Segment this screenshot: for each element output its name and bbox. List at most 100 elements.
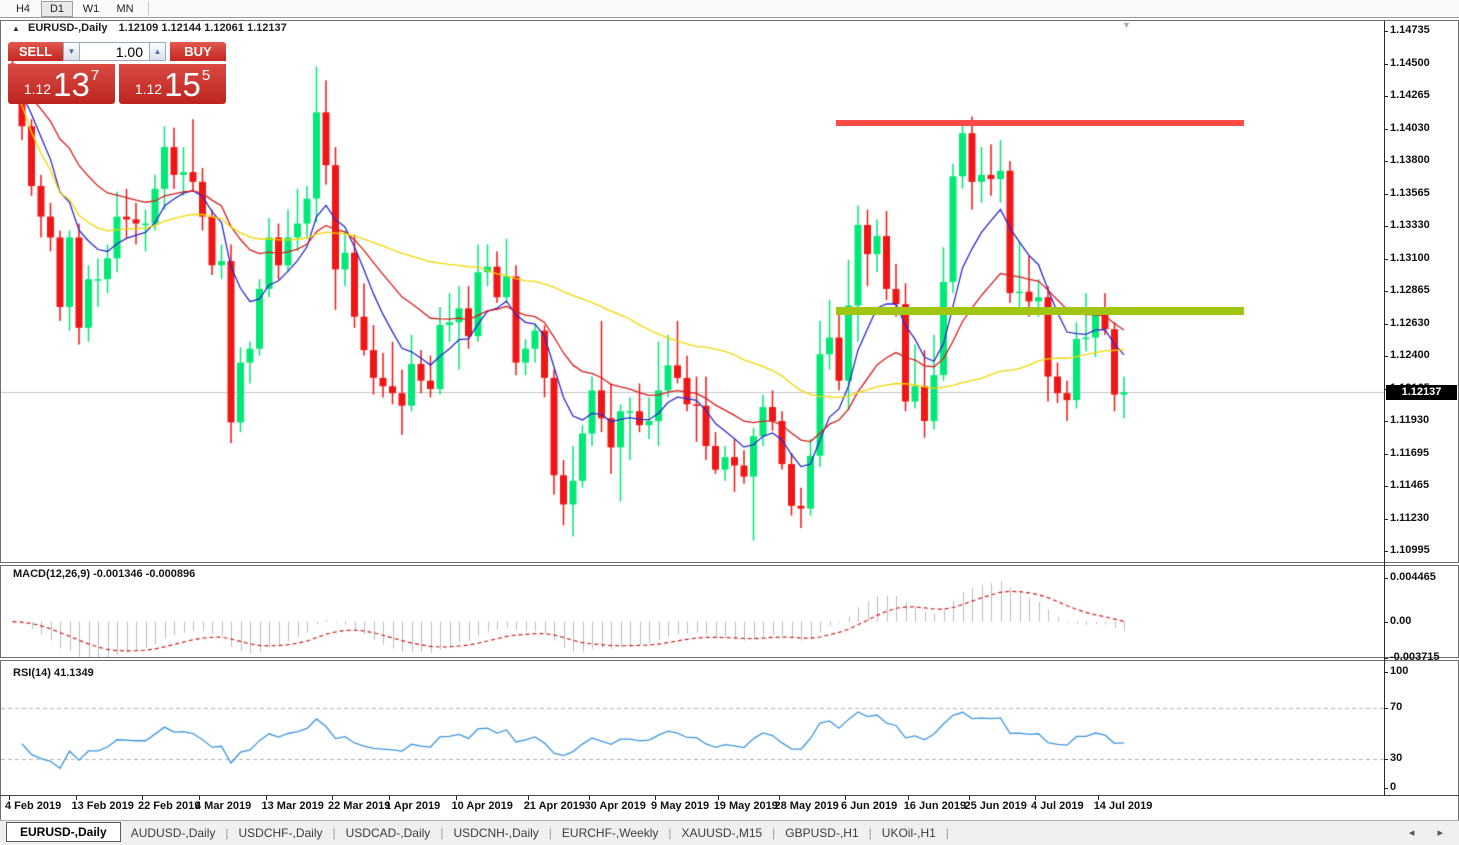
chart-tab-usdcnh-daily[interactable]: USDCNH-,Daily — [453, 826, 539, 840]
chart-tab-usdcad-daily[interactable]: USDCAD-,Daily — [345, 826, 431, 840]
rsi-axis-tick — [1384, 759, 1388, 760]
date-axis-tick — [142, 796, 143, 800]
macd-axis-tick — [1384, 621, 1388, 623]
chart-ohlc-values: 1.12109 1.12144 1.12061 1.12137 — [118, 22, 287, 34]
date-axis-tick — [527, 796, 529, 800]
volume-increase-button[interactable]: ▲ — [149, 42, 166, 61]
timeframe-toolbar: H4 D1 W1 MN — [0, 0, 1459, 18]
date-axis-label: 22 Mar 2019 — [328, 800, 391, 812]
date-axis-tick — [588, 796, 590, 800]
price-axis-tick — [1384, 128, 1388, 130]
tab-divider: | — [440, 826, 444, 840]
price-axis-border — [1384, 21, 1385, 795]
date-axis-tick — [907, 796, 909, 800]
chart-shift-marker-icon[interactable]: ▼ — [1122, 20, 1131, 30]
resistance-line[interactable] — [835, 120, 1244, 127]
tab-scroll-right-icon[interactable]: ▸ — [1437, 827, 1453, 839]
buy-price-box[interactable]: 1.12 15 5 — [119, 64, 226, 104]
date-axis-label: 1 Apr 2019 — [385, 800, 441, 812]
price-axis-tick — [1384, 291, 1388, 292]
timeframe-button-w1[interactable]: W1 — [82, 2, 100, 15]
chart-tab-xauusd-m15[interactable]: XAUUSD-,M15 — [681, 826, 763, 840]
toolbar-separator — [148, 2, 149, 15]
timeframe-button-mn[interactable]: MN — [116, 2, 134, 15]
chart-tab-usdchf-daily[interactable]: USDCHF-,Daily — [238, 826, 323, 840]
macd-axis-label: 0.004465 — [1390, 571, 1436, 583]
timeframe-button-d1[interactable]: D1 — [41, 0, 73, 17]
date-axis-tick — [265, 796, 267, 800]
price-axis-label: 1.13330 — [1390, 219, 1430, 231]
tab-divider: | — [668, 826, 672, 840]
macd-axis-tick — [1384, 578, 1388, 579]
price-axis-tick — [1384, 193, 1388, 195]
price-axis-label: 1.11230 — [1390, 511, 1430, 524]
macd-panel-separator[interactable] — [0, 562, 1459, 566]
sell-button[interactable]: SELL — [8, 42, 63, 61]
buy-price-big: 15 — [164, 66, 201, 103]
date-axis-label: 13 Mar 2019 — [261, 800, 324, 812]
date-axis-tick — [845, 796, 846, 800]
chart-window-left-border — [0, 20, 1, 820]
rsi-panel-separator[interactable] — [0, 657, 1459, 661]
chart-tab-audusd-daily[interactable]: AUDUSD-,Daily — [130, 826, 216, 840]
price-axis-tick — [1384, 96, 1388, 97]
timeframe-button-h4[interactable]: H4 — [15, 2, 31, 15]
price-axis-tick — [1384, 226, 1388, 227]
date-axis-label: 22 Feb 2019 — [138, 800, 201, 812]
price-axis-tick — [1384, 486, 1388, 487]
date-axis-tick — [75, 796, 77, 800]
date-axis-label: 4 Mar 2019 — [195, 800, 252, 812]
tab-scroll-left-icon[interactable]: ◂ — [1408, 827, 1425, 839]
price-axis-label: 1.11465 — [1390, 479, 1430, 491]
sell-price-big: 13 — [53, 66, 90, 103]
chart-tab-bar: EURUSD-,Daily AUDUSD-,Daily | USDCHF-,Daily… — [0, 820, 1459, 845]
chart-symbol-label: EURUSD-,Daily — [27, 22, 108, 34]
price-axis-tick — [1384, 421, 1388, 422]
price-axis-tick — [1384, 31, 1388, 32]
spin-down-icon: ▼ — [67, 47, 76, 56]
chart-tab-ukoil-h1[interactable]: UKOil-,H1 — [881, 826, 936, 840]
rsi-axis-label: 0 — [1390, 781, 1397, 793]
date-axis-label: 9 May 2019 — [651, 800, 710, 812]
chart-tab-gbpusd-h1[interactable]: GBPUSD-,H1 — [785, 826, 859, 840]
tab-divider: | — [945, 826, 949, 840]
chart-title: ▲ EURUSD-,Daily 1.12109 1.12144 1.12061 … — [12, 22, 287, 34]
date-axis-tick — [9, 796, 10, 800]
price-axis-label: 1.13800 — [1390, 154, 1430, 166]
date-axis-tick — [655, 796, 656, 800]
collapse-triangle-icon[interactable]: ▲ — [12, 24, 20, 33]
spin-up-icon: ▲ — [153, 47, 162, 56]
date-axis-label: 13 Feb 2019 — [71, 800, 134, 812]
macd-axis-label: 0.00 — [1390, 614, 1412, 627]
volume-input[interactable] — [80, 42, 149, 61]
date-axis-label: 16 Jun 2019 — [903, 800, 967, 812]
price-axis-tick — [1384, 258, 1388, 260]
volume-decrease-button[interactable]: ▼ — [63, 42, 80, 61]
price-axis-tick — [1384, 63, 1388, 65]
price-axis-label: 1.12630 — [1390, 316, 1430, 329]
tab-divider: | — [772, 826, 776, 840]
chart-window-top-border — [0, 20, 1459, 21]
buy-button[interactable]: BUY — [170, 42, 226, 61]
timeframe-group: H4 D1 W1 MN — [6, 0, 142, 17]
rsi-axis-label: 30 — [1390, 752, 1403, 764]
rsi-label: RSI(14) 41.1349 — [13, 667, 94, 679]
rsi-axis-tick — [1384, 672, 1388, 673]
chart-tab-eurusd-daily[interactable]: EURUSD-,Daily — [6, 822, 121, 842]
price-axis-label: 1.14735 — [1390, 24, 1430, 36]
price-axis-label: 1.14030 — [1390, 121, 1430, 134]
macd-label: MACD(12,26,9) -0.001346 -0.000896 — [13, 568, 196, 580]
current-price-tag: 1.12137 — [1386, 385, 1457, 401]
date-axis-tick — [1035, 796, 1036, 800]
price-axis-label: 1.11695 — [1390, 446, 1430, 459]
price-axis-label: 1.12865 — [1390, 284, 1430, 296]
tab-divider: | — [548, 826, 552, 840]
date-axis-label: 28 May 2019 — [774, 800, 839, 812]
tab-divider: | — [868, 826, 872, 840]
chart-tab-eurchf-weekly[interactable]: EURCHF-,Weekly — [561, 826, 659, 840]
tab-divider: | — [332, 826, 336, 840]
support-line[interactable] — [835, 307, 1244, 316]
sell-price-box[interactable]: 1.12 13 7 — [8, 64, 115, 104]
